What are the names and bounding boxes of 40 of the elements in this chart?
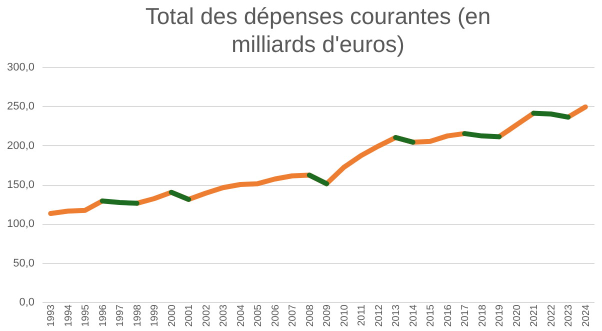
x-tick-label: 2001 [184, 304, 196, 327]
x-tick-label: 2022 [546, 304, 558, 327]
x-tick-label: 2014 [408, 304, 420, 327]
y-tick-label: 250,0 [6, 100, 34, 113]
x-tick-label: 2017 [460, 304, 472, 327]
y-tick-label: 50,0 [13, 257, 34, 270]
x-tick-label: 2016 [442, 304, 454, 327]
x-tick-label: 2008 [304, 304, 316, 327]
x-tick-label: 2011 [356, 304, 368, 326]
x-tick-label: 1994 [63, 304, 74, 327]
x-tick-label: 1997 [115, 304, 126, 327]
x-tick-label: 2009 [322, 304, 334, 327]
x-tick-label: 2000 [166, 304, 178, 327]
y-tick-label: 150,0 [6, 179, 34, 191]
x-tick-label: 2015 [426, 304, 437, 327]
x-tick-label: 2005 [253, 304, 264, 327]
x-tick-label: 1999 [150, 304, 161, 327]
y-tick-label: 200,0 [6, 140, 34, 152]
x-tick-label: 2010 [339, 304, 350, 327]
x-tick-label: 1993 [46, 304, 58, 327]
x-tick-label: 2007 [288, 304, 299, 327]
y-tick-label: 100,0 [6, 218, 34, 230]
chart-title: Total des dépenses courantes (en milliards d'euros) [145, 3, 491, 57]
y-tick-label: 300,0 [6, 62, 34, 74]
x-tick-label: 2021 [529, 304, 540, 327]
x-tick-label: 1998 [132, 304, 144, 327]
x-tick-label: 1995 [80, 304, 92, 327]
x-tick-label: 2002 [201, 304, 212, 327]
x-tick-label: 2004 [236, 304, 247, 327]
x-tick-label: 2012 [374, 304, 385, 327]
x-tick-label: 1996 [98, 304, 109, 327]
x-tick-label: 2013 [391, 304, 402, 327]
x-tick-label: 2019 [494, 304, 506, 327]
x-tick-label: 2024 [580, 304, 592, 327]
x-tick-label: 2023 [564, 304, 575, 327]
x-tick-label: 2003 [218, 304, 230, 327]
x-tick-label: 2018 [477, 304, 488, 327]
y-tick-label: 0,0 [19, 296, 34, 308]
x-tick-label: 2006 [270, 304, 282, 327]
x-tick-label: 2020 [512, 304, 523, 327]
